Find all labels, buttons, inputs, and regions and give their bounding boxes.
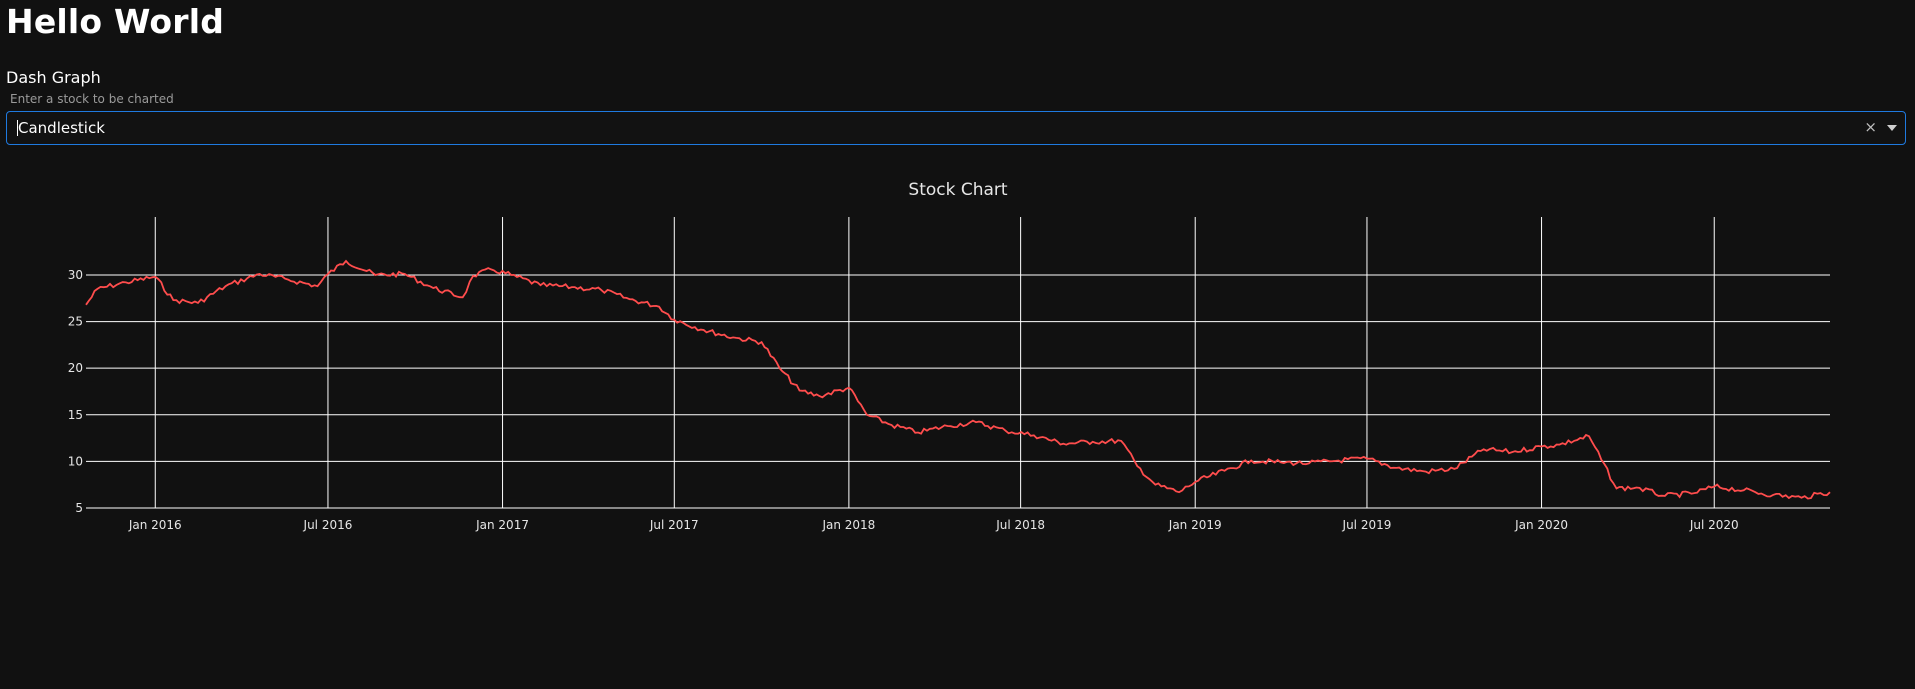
x-tick-label: Jan 2017 bbox=[475, 518, 529, 532]
x-tick-label: Jul 2020 bbox=[1689, 518, 1739, 532]
y-tick-label: 30 bbox=[68, 268, 83, 282]
x-tick-label: Jan 2018 bbox=[821, 518, 875, 532]
x-tick-label: Jan 2019 bbox=[1168, 518, 1222, 532]
x-tick-label: Jul 2016 bbox=[303, 518, 353, 532]
x-tick-label: Jul 2018 bbox=[995, 518, 1045, 532]
y-tick-label: 15 bbox=[68, 408, 83, 422]
dropdown-hint: Enter a stock to be charted bbox=[10, 92, 174, 106]
chart-title: Stock Chart bbox=[908, 180, 1008, 200]
stock-dropdown[interactable]: Candlestick × bbox=[6, 111, 1906, 145]
x-axis: Jan 2016 Jul 2016 Jan 2017 Jul 2017 Jan 2018… bbox=[128, 518, 1739, 532]
y-tick-label: 10 bbox=[68, 454, 83, 468]
graph-heading: Dash Graph bbox=[6, 68, 101, 87]
chevron-down-icon[interactable] bbox=[1887, 125, 1897, 131]
dropdown-selected-value[interactable]: Candlestick bbox=[18, 119, 105, 137]
clear-icon[interactable]: × bbox=[1864, 118, 1877, 136]
y-axis: 5 10 15 20 25 30 bbox=[68, 268, 83, 515]
price-line bbox=[85, 259, 1831, 500]
chart-grid bbox=[86, 217, 1830, 509]
x-tick-label: Jul 2017 bbox=[649, 518, 699, 532]
y-tick-label: 5 bbox=[75, 501, 83, 515]
y-tick-label: 20 bbox=[68, 361, 83, 375]
stock-chart[interactable]: Stock Chart 5 10 15 20 25 30 Jan 2016 Jul 2016… bbox=[0, 170, 1915, 560]
x-tick-label: Jul 2019 bbox=[1342, 518, 1392, 532]
x-tick-label: Jan 2016 bbox=[128, 518, 182, 532]
page-title: Hello World bbox=[6, 2, 225, 41]
y-tick-label: 25 bbox=[68, 315, 83, 329]
x-tick-label: Jan 2020 bbox=[1514, 518, 1568, 532]
